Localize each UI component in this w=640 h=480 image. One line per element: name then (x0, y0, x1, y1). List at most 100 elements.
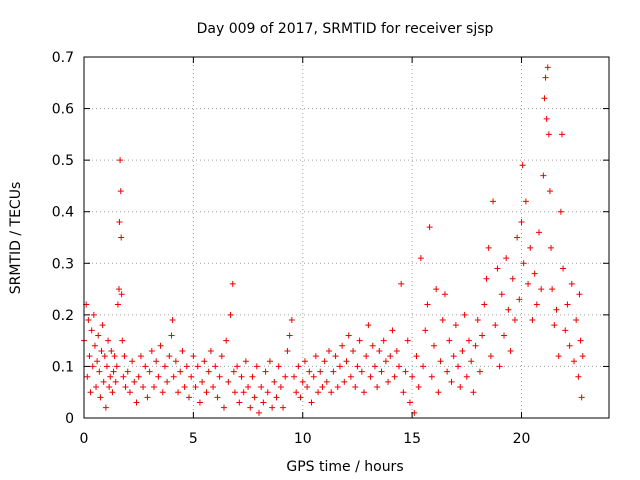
data-point (413, 353, 420, 360)
data-point (494, 265, 501, 272)
x-tick-label: 5 (189, 431, 198, 447)
data-point (538, 286, 545, 293)
data-point (103, 363, 110, 370)
data-point (520, 260, 527, 267)
data-point (107, 373, 114, 380)
axis-ticks: 0 5 10 15 20 0 0.1 0.2 0.3 0.4 0.5 0.6 0.7 (52, 50, 609, 447)
data-point (457, 384, 464, 391)
data-point (91, 342, 98, 349)
data-point (452, 322, 459, 329)
data-point (251, 394, 258, 401)
data-point (271, 378, 278, 385)
data-point (549, 286, 556, 293)
data-point (459, 347, 466, 354)
data-point (96, 368, 103, 375)
data-point (332, 353, 339, 360)
data-point (114, 301, 121, 308)
data-point (100, 378, 107, 385)
y-tick-label: 0.1 (52, 359, 74, 375)
data-point (118, 291, 125, 298)
data-point (321, 358, 328, 365)
data-point (280, 404, 287, 411)
data-point (216, 373, 223, 380)
data-point (144, 394, 151, 401)
data-point (356, 337, 363, 344)
data-point (121, 353, 128, 360)
data-point (509, 275, 516, 282)
data-point (579, 353, 586, 360)
data-point (295, 363, 302, 370)
data-point (568, 280, 575, 287)
data-point (140, 384, 147, 391)
data-point (153, 358, 160, 365)
data-point (347, 373, 354, 380)
data-point (463, 373, 470, 380)
data-point (151, 384, 157, 391)
data-point (319, 384, 326, 391)
data-point (87, 389, 94, 396)
data-point (188, 373, 195, 380)
data-point (481, 301, 488, 308)
data-point (406, 399, 413, 406)
data-point (437, 358, 444, 365)
data-point (310, 373, 317, 380)
data-point (273, 394, 280, 401)
data-point (117, 188, 124, 195)
data-point (474, 317, 481, 324)
data-point (543, 115, 550, 122)
data-point (516, 296, 523, 303)
data-point (358, 368, 365, 375)
data-point (336, 363, 343, 370)
data-point (133, 399, 140, 406)
data-point (84, 373, 91, 380)
data-point (501, 332, 507, 339)
y-tick-label: 0.6 (52, 102, 74, 118)
data-point (172, 358, 179, 365)
data-point (424, 301, 431, 308)
data-point (435, 389, 442, 396)
data-point (330, 368, 337, 375)
data-point (88, 327, 95, 334)
data-point (221, 404, 227, 411)
data-point (533, 301, 540, 308)
data-point (505, 306, 512, 313)
data-point (422, 327, 429, 334)
data-point (558, 131, 565, 138)
data-point (122, 384, 129, 391)
data-point (166, 353, 173, 360)
data-point (205, 368, 212, 375)
data-point (367, 373, 374, 380)
data-point (544, 64, 551, 71)
data-point (525, 280, 532, 287)
data-point (159, 389, 166, 396)
data-point (420, 363, 427, 370)
data-point (461, 311, 468, 318)
data-point (385, 378, 392, 385)
data-point (119, 337, 126, 344)
data-point (396, 363, 402, 370)
data-point (126, 389, 133, 396)
data-point (498, 291, 505, 298)
data-point (170, 373, 177, 380)
data-point (264, 389, 271, 396)
x-tick-label: 20 (513, 431, 531, 447)
data-point (210, 384, 217, 391)
data-point (472, 342, 479, 349)
data-point (350, 347, 357, 354)
data-point (245, 384, 252, 391)
data-point (326, 347, 332, 354)
chart-title: Day 009 of 2017, SRMTID for receiver sjs… (197, 21, 494, 37)
data-point (492, 322, 499, 329)
data-point (89, 363, 96, 370)
data-point (365, 322, 372, 329)
data-point (225, 378, 232, 385)
data-point (299, 378, 306, 385)
data-point (164, 378, 171, 385)
data-point (199, 378, 206, 385)
data-point (376, 347, 383, 354)
data-point (426, 224, 433, 231)
data-point (113, 363, 120, 370)
plot-frame (83, 56, 610, 419)
data-point (374, 384, 381, 391)
